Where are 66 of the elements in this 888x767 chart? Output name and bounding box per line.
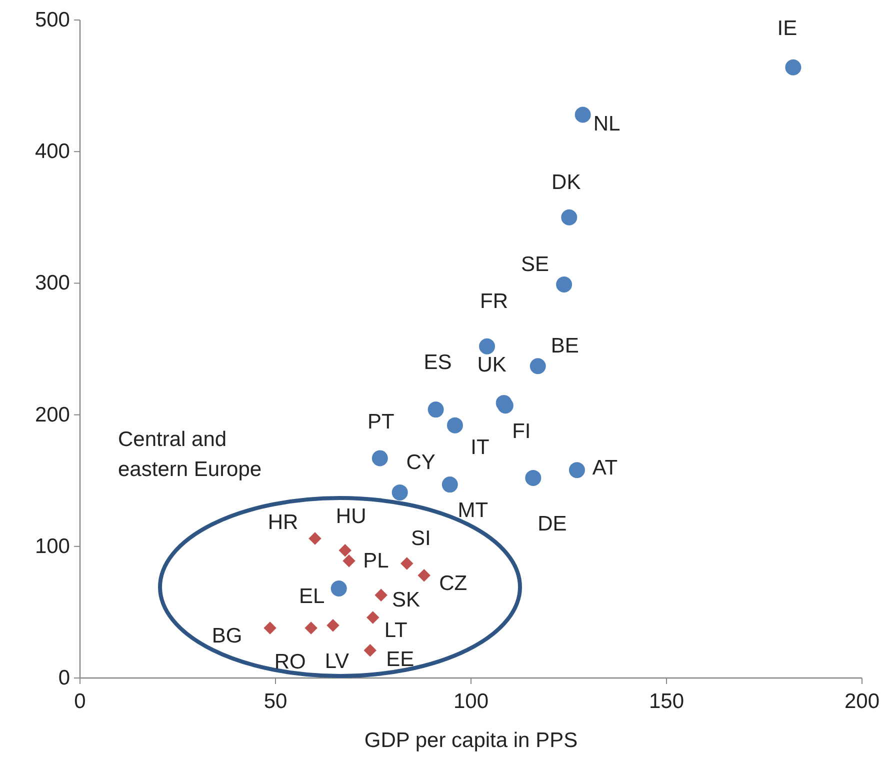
x-axis-title: GDP per capita in PPS xyxy=(364,729,578,752)
point xyxy=(308,532,322,545)
point xyxy=(530,358,546,374)
annotation: AT xyxy=(592,456,618,480)
point xyxy=(264,622,276,634)
x-tick-label: 0 xyxy=(74,690,86,713)
annotation: EE xyxy=(386,648,414,671)
point xyxy=(338,544,352,557)
annotation: SK xyxy=(392,588,420,612)
point xyxy=(304,622,318,634)
point xyxy=(442,476,458,493)
annotation: PT xyxy=(367,410,394,434)
annotation: IT xyxy=(470,436,490,459)
point xyxy=(561,209,578,226)
annotation: HR xyxy=(268,511,298,534)
annotation: LT xyxy=(384,618,408,642)
annotation: LV xyxy=(324,650,350,673)
annotation: SI xyxy=(410,527,431,550)
annotation: CZ xyxy=(439,572,468,595)
annotation: ES xyxy=(424,351,452,374)
annotation: NL xyxy=(593,112,620,136)
point xyxy=(392,484,408,500)
y-tick-label: 300 xyxy=(34,272,70,295)
point xyxy=(326,618,340,632)
annotation: HU xyxy=(336,504,366,528)
point xyxy=(400,557,414,570)
point xyxy=(374,588,388,602)
point xyxy=(479,338,496,354)
point xyxy=(372,450,388,466)
y-tick-label: 500 xyxy=(34,8,70,32)
y-tick-label: 200 xyxy=(34,403,70,426)
annotation: RO xyxy=(274,650,306,674)
annotation: Central and eastern Europe xyxy=(118,428,262,481)
annotation: DE xyxy=(538,512,567,536)
point xyxy=(428,402,444,418)
annotation: CY xyxy=(406,450,436,474)
point xyxy=(364,644,376,657)
point xyxy=(366,611,380,624)
point xyxy=(556,276,572,293)
point xyxy=(330,580,347,597)
x-tick-label: 50 xyxy=(264,690,288,713)
point xyxy=(568,462,585,478)
annotation: PL xyxy=(363,549,389,572)
x-tick-label: 150 xyxy=(648,690,684,713)
annotation: SE xyxy=(521,253,550,276)
y-tick-label: 100 xyxy=(34,534,70,558)
x-tick-label: 100 xyxy=(453,690,489,713)
point xyxy=(342,554,356,568)
annotation: BE xyxy=(550,334,579,358)
point xyxy=(785,59,802,76)
annotation: MT xyxy=(458,499,488,522)
annotation: DK xyxy=(552,170,581,194)
x-tick-label: 200 xyxy=(844,690,880,713)
y-tick-label: 0 xyxy=(58,666,70,690)
point xyxy=(497,398,514,414)
point xyxy=(446,417,463,434)
annotation: UK xyxy=(477,353,506,376)
annotation: BG xyxy=(212,624,242,648)
annotation: IE xyxy=(777,16,798,40)
y-tick-label: 400 xyxy=(34,140,70,164)
annotation: EL xyxy=(299,585,325,608)
annotation: FI xyxy=(512,420,531,444)
point xyxy=(525,470,542,486)
point xyxy=(418,568,430,582)
point xyxy=(574,106,591,123)
annotation: FR xyxy=(480,290,508,313)
